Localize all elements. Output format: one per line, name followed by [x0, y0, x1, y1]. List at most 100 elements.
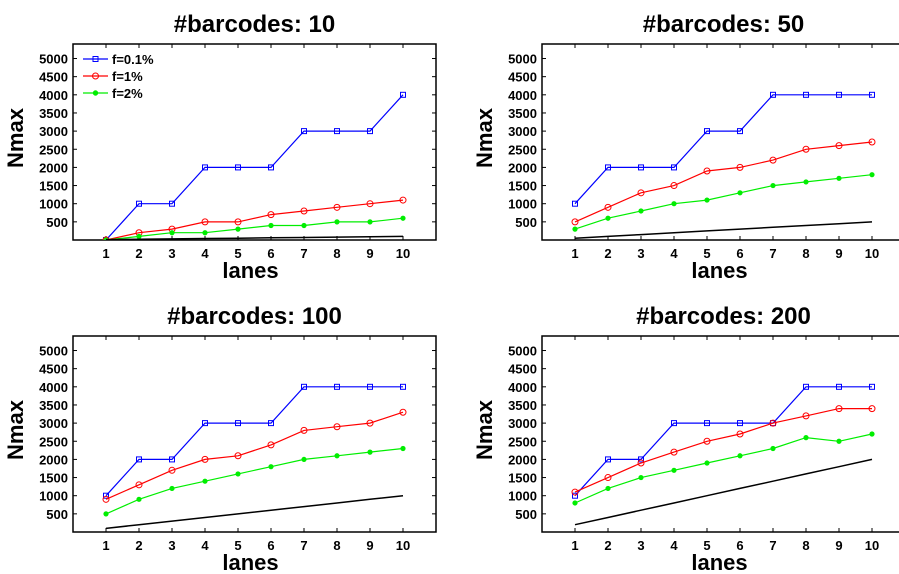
y-tick-label: 4500 [39, 70, 68, 85]
x-tick-label: 9 [366, 538, 373, 553]
reference-line [105, 235, 404, 240]
y-tick-label: 500 [515, 215, 537, 230]
data-point [604, 203, 612, 211]
axes-frame [541, 335, 899, 533]
data-point [300, 426, 308, 434]
x-tick-label: 5 [234, 538, 241, 553]
plot-area [102, 91, 407, 240]
y-tick-label: 3000 [39, 124, 68, 139]
data-point [605, 485, 611, 492]
x-tick-label: 10 [865, 538, 879, 553]
data-point [637, 189, 645, 197]
x-tick-label: 4 [201, 246, 209, 261]
y-tick-label: 2500 [508, 142, 537, 157]
x-tick-label: 10 [396, 246, 410, 261]
data-point [168, 466, 176, 474]
data-point [169, 230, 175, 236]
x-tick-label: 3 [168, 246, 175, 261]
x-tick-label: 8 [802, 538, 809, 553]
data-point [703, 167, 711, 175]
data-point [737, 128, 743, 135]
data-point [201, 218, 209, 226]
plot-area [102, 383, 407, 530]
data-point [102, 236, 110, 240]
legend-marker [92, 90, 99, 96]
data-point [136, 233, 142, 239]
data-point [868, 405, 876, 413]
data-point [703, 437, 711, 445]
data-point [202, 478, 208, 484]
data-point [268, 222, 274, 229]
y-tick-label: 2500 [508, 434, 537, 449]
y-tick-label: 5000 [508, 344, 537, 359]
data-point [737, 420, 743, 427]
series-line [105, 411, 404, 500]
y-tick-label: 1000 [508, 489, 537, 504]
data-point [670, 182, 678, 190]
data-point [605, 215, 611, 221]
y-tick-label: 3500 [508, 106, 537, 121]
x-tick-label: 5 [703, 538, 710, 553]
series-line [105, 386, 403, 497]
legend-label: f=2% [112, 86, 143, 101]
data-point [803, 179, 809, 185]
data-point [301, 456, 307, 463]
y-tick-label: 1000 [508, 197, 537, 212]
y-tick-label: 5000 [508, 52, 537, 67]
x-tick-label: 2 [135, 538, 142, 553]
x-tick-label: 8 [333, 538, 340, 553]
data-point [135, 481, 143, 489]
data-point [704, 420, 710, 427]
data-point [770, 445, 776, 452]
data-point [367, 128, 373, 135]
x-tick-label: 4 [670, 538, 678, 553]
data-point [638, 208, 644, 214]
x-tick-label: 6 [736, 246, 743, 261]
data-point [736, 430, 744, 438]
data-point [103, 492, 109, 499]
x-tick-label: 3 [637, 246, 644, 261]
data-point [704, 128, 710, 135]
data-point [770, 91, 776, 98]
data-point [366, 419, 374, 427]
y-tick-label: 3500 [508, 398, 537, 413]
x-tick-label: 2 [135, 246, 142, 261]
reference-line [105, 494, 404, 530]
data-point [333, 203, 341, 211]
data-point [571, 488, 579, 496]
x-tick-label: 9 [835, 246, 842, 261]
y-tick-label: 4500 [39, 362, 68, 377]
data-point [869, 383, 875, 390]
data-point [836, 175, 842, 181]
data-point [670, 448, 678, 456]
series-line [105, 447, 404, 515]
data-point [737, 190, 743, 196]
plot-area [571, 383, 876, 526]
data-point [235, 420, 241, 427]
chart-panel: #barcodes: 100 1 2 3 4 5 6 7 8 9 10 500 1000 1500 2000… [3, 303, 437, 574]
data-point [671, 420, 677, 427]
data-point [803, 383, 809, 390]
legend: f=0.1% f=1% f=2% [83, 52, 154, 101]
axes-frame [541, 43, 899, 241]
data-point [769, 419, 777, 427]
data-point [572, 226, 578, 232]
data-point [400, 91, 406, 98]
data-point [136, 200, 142, 207]
data-point [869, 91, 875, 98]
data-point [803, 435, 809, 441]
x-tick-label: 1 [571, 538, 578, 553]
y-tick-label: 3500 [39, 106, 68, 121]
data-point [605, 456, 611, 463]
data-point [572, 500, 578, 506]
y-tick-label: 2000 [39, 452, 68, 467]
y-tick-label: 1500 [508, 471, 537, 486]
x-tick-label: 8 [802, 246, 809, 261]
data-point [869, 172, 875, 178]
data-point [136, 496, 142, 502]
data-point [366, 200, 374, 208]
chart-title: #barcodes: 200 [636, 303, 811, 330]
data-point [169, 485, 175, 492]
y-tick-label: 4000 [508, 88, 537, 103]
data-point [136, 456, 142, 463]
